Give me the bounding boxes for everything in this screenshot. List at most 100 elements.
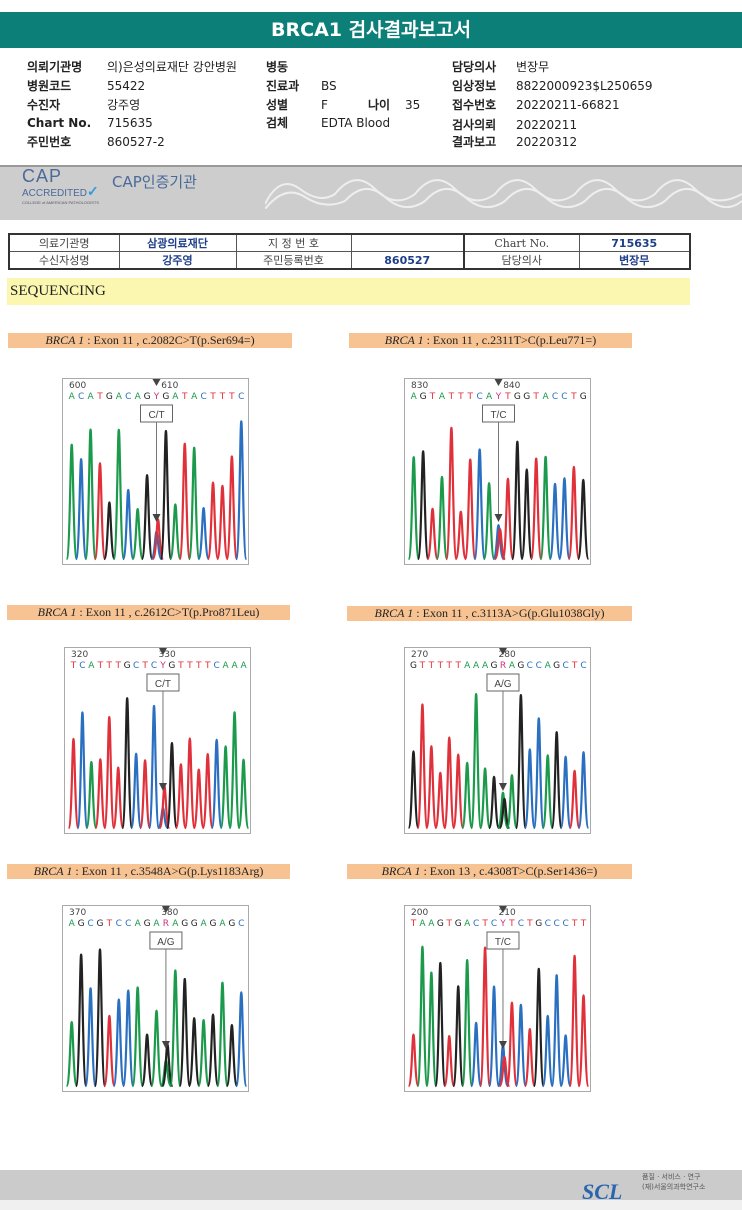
position-number: 210	[499, 908, 516, 918]
base-call: G	[191, 919, 198, 929]
trace-peak	[225, 1023, 239, 1088]
base-call: T	[454, 661, 461, 671]
base-call: T	[177, 661, 184, 671]
trace-peak	[501, 477, 515, 561]
cap-logo-text: CAP	[22, 166, 63, 186]
base-call: Y	[495, 392, 502, 402]
value: 변장무	[516, 60, 550, 74]
trace-peak	[103, 1014, 116, 1088]
base-call: G	[144, 392, 151, 402]
position-number: 380	[161, 908, 178, 918]
trace-peak	[103, 501, 116, 561]
variant-label: BRCA 1 : Exon 13 , c.4308T>C(p.Ser1436=)	[347, 864, 632, 879]
base-call: T	[580, 919, 587, 929]
tagline: 품질 · 서비스 · 연구	[642, 1173, 701, 1181]
marker-triangle-icon	[161, 1041, 170, 1049]
trace-peak	[169, 503, 182, 561]
value: BS	[321, 79, 337, 93]
base-call: G	[437, 919, 444, 929]
gene-name: BRCA 1	[381, 864, 421, 878]
trace-peak	[150, 1009, 163, 1088]
label: 진료과	[266, 79, 300, 93]
scl-logo: SCL	[582, 1179, 623, 1204]
arrow-down-icon	[152, 379, 161, 386]
base-call: T	[429, 392, 436, 402]
label: 결과보고	[452, 135, 497, 149]
marker-triangle-icon	[158, 783, 167, 791]
base-call: A	[191, 392, 198, 402]
trace-peak	[178, 442, 192, 561]
base-call: A	[135, 392, 142, 402]
trace-peak	[493, 528, 507, 561]
base-call: G	[124, 661, 131, 671]
base-call: C	[545, 919, 551, 929]
trace-peak	[461, 959, 474, 1088]
arrow-down-icon	[494, 379, 503, 386]
base-call: G	[517, 661, 524, 671]
base-call: T	[448, 392, 455, 402]
trace-peak	[148, 704, 161, 830]
trace-peak	[529, 457, 543, 561]
base-call: A	[509, 661, 516, 671]
trace-peak	[159, 429, 173, 561]
trace-peak	[121, 989, 135, 1088]
trace-peak	[206, 481, 220, 561]
value: 강주영	[107, 98, 141, 112]
trace-peak	[434, 771, 447, 830]
base-call: G	[181, 919, 188, 929]
label: 성별	[266, 98, 289, 112]
trace-peak	[520, 468, 534, 561]
trace-peak	[187, 1017, 201, 1088]
label: 검체	[266, 116, 289, 130]
base-call: T	[508, 919, 515, 929]
arrow-down-icon	[158, 648, 167, 655]
base-call: T	[195, 661, 202, 671]
trace-peak	[237, 758, 250, 830]
org-name: (재)서울의과학연구소	[642, 1183, 706, 1191]
trace-peak	[65, 443, 78, 561]
variant-desc: : Exon 11 , c.2311T>C(p.Leu771=)	[423, 333, 597, 347]
chromatogram: 320 330 T C A T T T G C T C Y G T T T T C A A A C/T	[64, 647, 251, 834]
base-call: A	[428, 919, 435, 929]
base-call: C	[561, 392, 567, 402]
trace-peak	[577, 751, 590, 830]
trace-peak	[67, 737, 80, 830]
chromatogram: 370 380 A G C G T C C A G A R A G G A G A G C A/G	[62, 905, 249, 1092]
base-call: A	[87, 392, 94, 402]
base-call: T	[570, 392, 577, 402]
base-call: A	[543, 392, 550, 402]
base-call: T	[70, 661, 77, 671]
value: F	[321, 98, 328, 112]
trace-peak	[567, 465, 581, 561]
trace-peak	[577, 478, 590, 561]
cap-banner: CAP ACCREDITED✓ COLLEGE of AMERICAN PATH…	[0, 165, 742, 220]
base-call: T	[219, 392, 226, 402]
trace-peak	[482, 482, 496, 561]
section-title: SEQUENCING	[7, 278, 690, 305]
base-call: G	[535, 919, 542, 929]
trace-peak	[216, 484, 229, 561]
base-call: Y	[499, 919, 506, 929]
base-call: A	[153, 919, 160, 929]
position-number: 830	[411, 381, 428, 391]
trace-peak	[74, 953, 88, 1088]
trace-peak	[197, 1018, 210, 1088]
base-call: C	[491, 919, 497, 929]
base-call: G	[162, 392, 169, 402]
trace-peak	[452, 985, 465, 1088]
trace-peak	[434, 961, 447, 1088]
page-bottom	[0, 1200, 742, 1210]
base-call: G	[580, 392, 587, 402]
cell: 715635	[578, 233, 691, 252]
label: 주민번호	[27, 135, 72, 149]
variant-label: BRCA 1 : Exon 11 , c.3113A>G(p.Glu1038Gl…	[347, 606, 632, 621]
cell: 주민등록번호	[235, 251, 352, 270]
base-call: C	[554, 919, 560, 929]
cell: 수신자성명	[8, 251, 120, 270]
trace-peak	[470, 1021, 483, 1088]
arrow-down-icon	[498, 648, 507, 655]
cap-logo: CAP ACCREDITED✓ COLLEGE of AMERICAN PATH…	[22, 166, 99, 205]
trace-peak	[93, 462, 107, 561]
base-call: A	[172, 392, 179, 402]
chromatogram: 600 610 A C A T G A C A G Y G A T A C T T T C C/T	[62, 378, 249, 565]
